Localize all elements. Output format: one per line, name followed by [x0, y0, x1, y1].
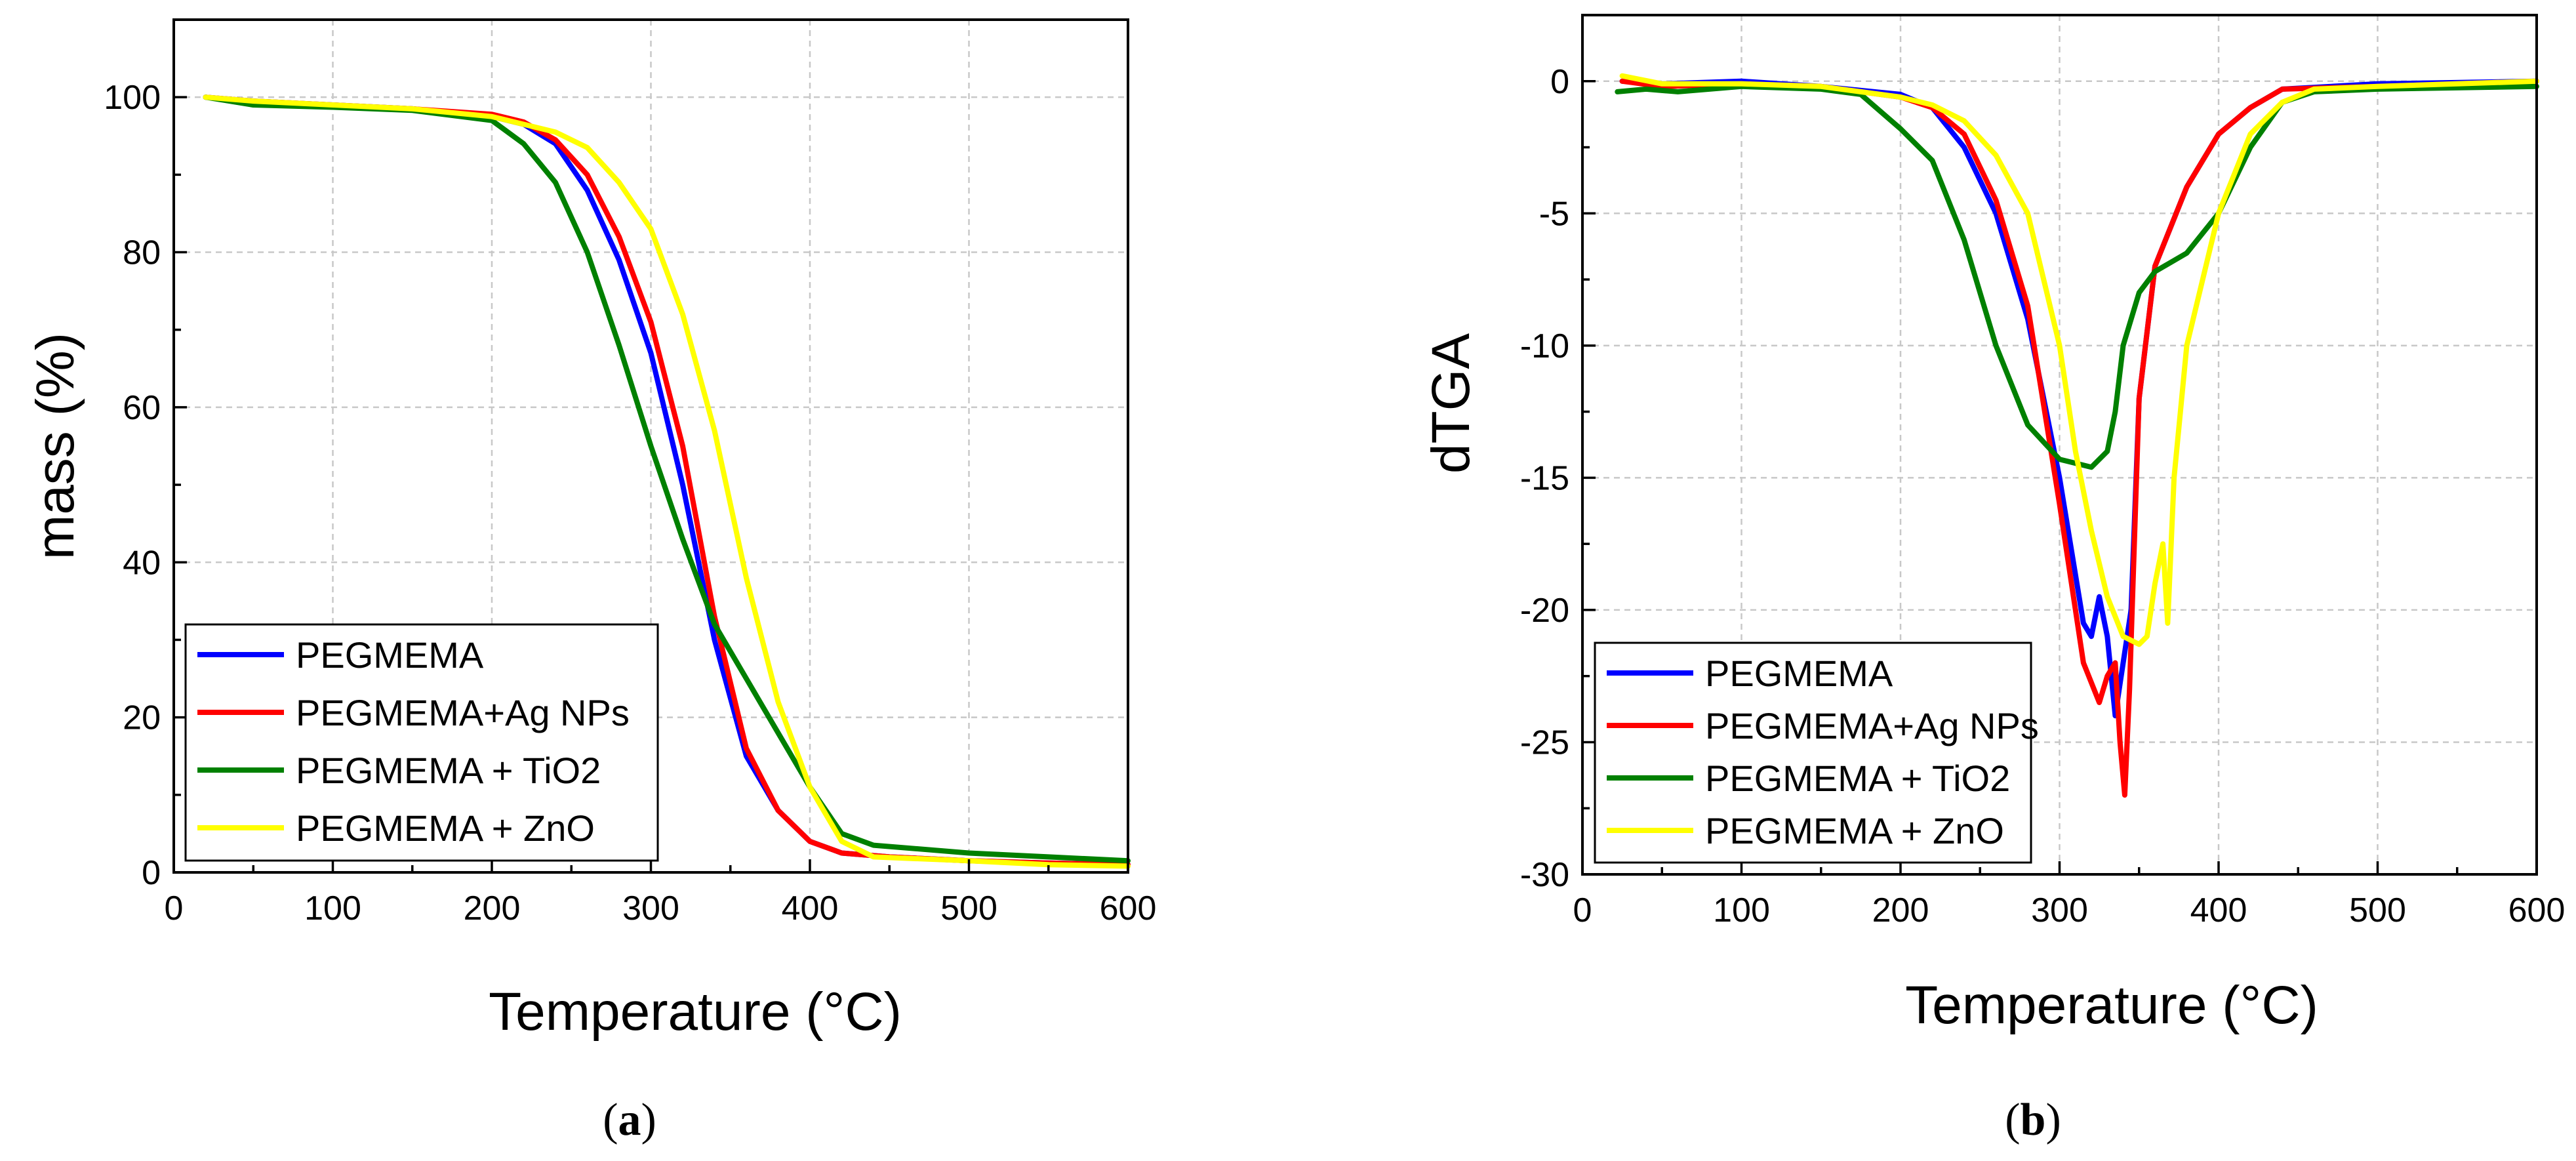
y-tick-label-a: 20 — [123, 699, 161, 737]
legend-label-a-1: PEGMEMA — [296, 634, 484, 676]
legend-label-b-1: PEGMEMA — [1705, 653, 1893, 694]
y-axis-title-b: dTGA — [1421, 333, 1481, 474]
legend-a: PEGMEMA PEGMEMA+Ag NPs PEGMEMA + TiO2 PEGME… — [184, 623, 659, 862]
y-tick-label-b: -15 — [1520, 459, 1569, 497]
legend-label-b-2: PEGMEMA+Ag NPs — [1705, 705, 2039, 746]
x-axis-unit-a: °C — [824, 982, 884, 1042]
legend-label-a-3: PEGMEMA + TiO2 — [296, 750, 601, 791]
legend-b: PEGMEMA PEGMEMA+Ag NPs PEGMEMA + TiO2 PEGME… — [1594, 642, 2039, 864]
legend-label-b-4: PEGMEMA + ZnO — [1705, 810, 2004, 851]
legend-label-a-4: PEGMEMA + ZnO — [296, 807, 595, 849]
y-tick-label-b: -30 — [1520, 856, 1569, 894]
legend-label-b-3: PEGMEMA + TiO2 — [1705, 758, 2010, 799]
x-axis-title-b: Temperature (°C) — [1905, 975, 2318, 1035]
x-tick-label-a: 0 — [165, 889, 184, 927]
y-tick-label-a: 80 — [123, 234, 161, 272]
chart-panel-a: 0 100 200 300 400 500 600 0 20 40 60 80 100 mass (%)… — [26, 18, 1157, 1145]
x-tick-label-b: 200 — [1872, 891, 1929, 929]
y-tick-label-b: -10 — [1520, 327, 1569, 365]
panel-label-b: b — [2021, 1095, 2046, 1145]
legend-box-b — [1594, 642, 2032, 864]
x-tick-label-b: 100 — [1713, 891, 1770, 929]
x-tick-label-a: 600 — [1100, 889, 1157, 927]
x-axis-title-text-a: Temperature — [489, 982, 790, 1042]
x-tick-label-a: 200 — [464, 889, 521, 927]
legend-box-a — [184, 623, 659, 862]
series-line-b-3 — [1615, 83, 2539, 470]
y-tick-label-b: -20 — [1520, 592, 1569, 630]
y-tick-label-b: -25 — [1520, 723, 1569, 762]
y-tick-label-a: 40 — [123, 544, 161, 582]
x-tick-label-b: 400 — [2190, 891, 2247, 929]
x-tick-label-a: 400 — [782, 889, 839, 927]
y-tick-label-a: 100 — [104, 79, 161, 117]
y-axis-title-a: mass (%) — [26, 333, 85, 560]
x-tick-label-b: 300 — [2031, 891, 2088, 929]
panel-caption-b: (b) — [2005, 1095, 2061, 1145]
x-tick-label-a: 500 — [940, 889, 997, 927]
x-tick-label-b: 0 — [1573, 891, 1592, 929]
x-tick-label-a: 100 — [304, 889, 361, 927]
x-tick-label-a: 300 — [622, 889, 679, 927]
x-axis-unit-b: °C — [2240, 975, 2301, 1035]
panel-label-a: a — [618, 1095, 641, 1145]
y-tick-label-a: 60 — [123, 389, 161, 427]
y-tick-label-b: 0 — [1550, 63, 1569, 101]
x-axis-title-a: Temperature (°C) — [489, 982, 902, 1042]
panel-caption-a: (a) — [603, 1095, 656, 1145]
series-line-a-4 — [203, 94, 1131, 869]
x-tick-label-b: 600 — [2508, 891, 2566, 929]
x-tick-label-b: 500 — [2349, 891, 2406, 929]
chart-panel-b: 0 100 200 300 400 500 600 -30 -25 -20 -15 -10 -5 0 dT… — [1421, 14, 2566, 1145]
y-tick-label-b: -5 — [1539, 195, 1569, 233]
x-axis-title-text-b: Temperature — [1905, 975, 2207, 1035]
legend-label-a-2: PEGMEMA+Ag NPs — [296, 692, 630, 733]
y-tick-label-a: 0 — [142, 854, 161, 892]
series-line-b-4 — [1619, 73, 2539, 647]
